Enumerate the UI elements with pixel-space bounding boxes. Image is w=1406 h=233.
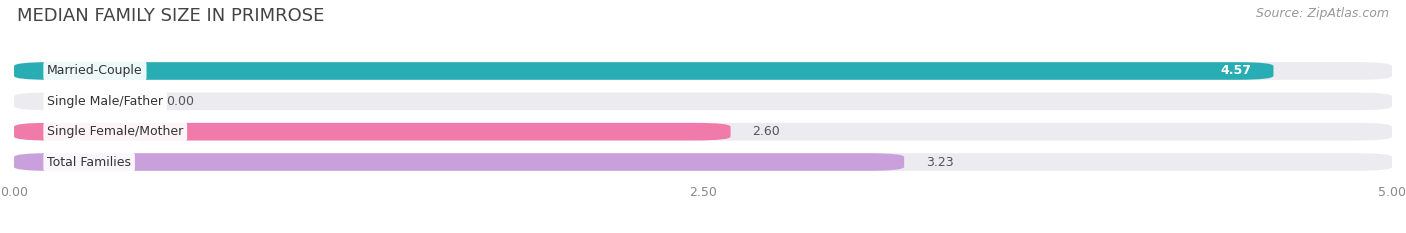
FancyBboxPatch shape — [14, 62, 1392, 80]
Text: Married-Couple: Married-Couple — [48, 65, 143, 78]
FancyBboxPatch shape — [14, 123, 731, 140]
Text: 2.60: 2.60 — [752, 125, 780, 138]
FancyBboxPatch shape — [14, 123, 1392, 140]
FancyBboxPatch shape — [14, 93, 1392, 110]
Text: 3.23: 3.23 — [927, 155, 953, 168]
Text: MEDIAN FAMILY SIZE IN PRIMROSE: MEDIAN FAMILY SIZE IN PRIMROSE — [17, 7, 325, 25]
Text: Single Male/Father: Single Male/Father — [48, 95, 163, 108]
Text: Total Families: Total Families — [48, 155, 131, 168]
FancyBboxPatch shape — [14, 62, 1274, 80]
FancyBboxPatch shape — [14, 153, 1392, 171]
FancyBboxPatch shape — [14, 153, 904, 171]
Text: Single Female/Mother: Single Female/Mother — [48, 125, 183, 138]
Text: Source: ZipAtlas.com: Source: ZipAtlas.com — [1256, 7, 1389, 20]
Text: 4.57: 4.57 — [1220, 65, 1251, 78]
Text: 0.00: 0.00 — [166, 95, 194, 108]
